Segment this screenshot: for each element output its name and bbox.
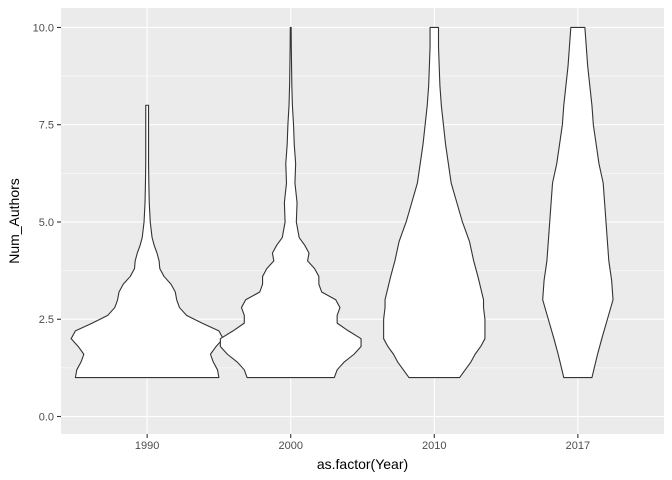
y-tick-label: 10.0	[33, 22, 54, 34]
y-tick-label: 2.5	[39, 314, 54, 326]
y-axis: 0.0 2.5 5.0 7.5 10.0	[33, 22, 61, 423]
violin-layer	[70, 26, 614, 379]
y-tick-label: 5.0	[39, 217, 54, 229]
violin-2017	[542, 26, 614, 379]
violin-2010	[383, 26, 486, 379]
x-tick-label-2017: 2017	[566, 440, 590, 452]
y-axis-title: Num_Authors	[6, 178, 22, 264]
x-tick-label-2010: 2010	[422, 440, 446, 452]
violin-2000	[219, 26, 362, 379]
violin-1990	[70, 104, 224, 379]
y-tick-label: 0.0	[39, 411, 54, 423]
x-tick-label-2000: 2000	[278, 440, 302, 452]
x-tick-label-1990: 1990	[135, 440, 159, 452]
y-tick-label: 7.5	[39, 120, 54, 132]
x-axis: 1990 2000 2010 2017	[135, 434, 590, 452]
x-axis-title: as.factor(Year)	[317, 456, 408, 472]
